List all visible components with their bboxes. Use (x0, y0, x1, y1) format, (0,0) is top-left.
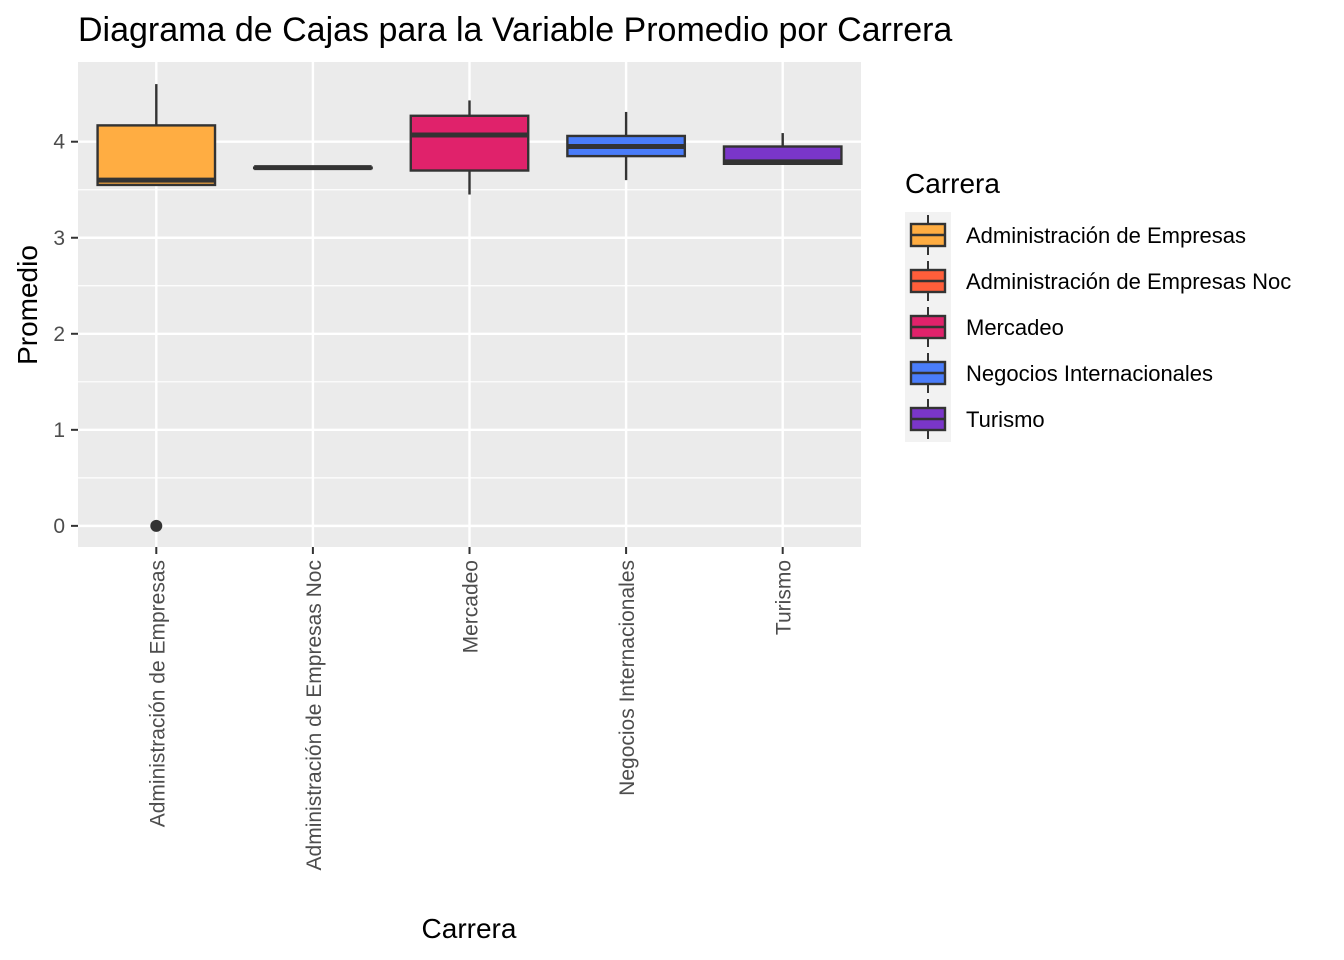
box-1 (96, 84, 217, 532)
legend-item-2: Administración de Empresas Noc (909, 261, 1291, 301)
x-tick-label: Administración de Empresas (146, 560, 169, 827)
chart-title: Diagrama de Cajas para la Variable Prome… (78, 11, 952, 49)
boxes (96, 84, 843, 532)
legend-label: Administración de Empresas Noc (966, 269, 1291, 294)
legend-label: Mercadeo (966, 315, 1064, 340)
x-tick-label: Administración de Empresas Noc (303, 560, 326, 870)
x-tick-label: Negocios Internacionales (616, 560, 639, 796)
outlier-point (150, 519, 163, 532)
box-3 (409, 100, 530, 195)
box-2 (252, 165, 373, 171)
x-tick-label: Mercadeo (460, 560, 483, 653)
legend-label: Negocios Internacionales (966, 361, 1213, 386)
legend-item-3: Mercadeo (909, 307, 1064, 347)
legend: Carrera Administración de Empresas Admini… (905, 168, 1291, 442)
y-tick-label: 4 (53, 131, 65, 154)
legend-item-5: Turismo (909, 399, 1045, 439)
box-body (409, 114, 530, 172)
legend-title: Carrera (905, 168, 1000, 199)
legend-item-4: Negocios Internacionales (909, 353, 1213, 393)
legend-label: Administración de Empresas (966, 223, 1246, 248)
y-tick-label: 3 (53, 227, 65, 250)
box-5 (722, 133, 843, 166)
y-tick-label: 0 (53, 515, 65, 538)
box-body (96, 124, 217, 187)
box-4 (566, 111, 687, 181)
y-tick-label: 1 (53, 419, 65, 442)
x-axis-title: Carrera (422, 913, 517, 944)
legend-item-1: Administración de Empresas (909, 215, 1246, 255)
legend-label: Turismo (966, 407, 1045, 432)
y-axis: 0 1 2 3 4 (53, 131, 78, 538)
x-tick-label: Turismo (773, 560, 796, 635)
x-axis: Administración de Empresas Administración… (146, 547, 796, 870)
y-tick-label: 2 (53, 323, 65, 346)
y-axis-title: Promedio (12, 245, 43, 365)
